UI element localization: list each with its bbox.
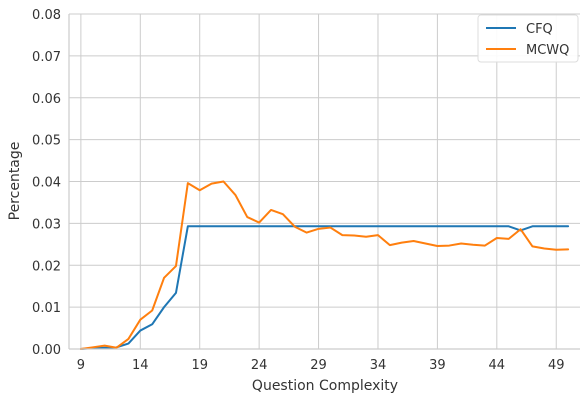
y-tick-label: 0.08: [32, 8, 61, 23]
legend-label-cfq: CFQ: [526, 22, 553, 37]
legend-label-mcwq: MCWQ: [526, 43, 569, 58]
x-tick-label: 9: [77, 358, 85, 373]
x-tick-label: 39: [429, 358, 446, 373]
series-line-mcwq: [79, 180, 570, 350]
y-tick-label: 0.07: [32, 50, 61, 65]
x-axis-title: Question Complexity: [252, 378, 398, 394]
x-tick-label: 29: [310, 358, 327, 373]
legend: CFQ MCWQ: [477, 14, 579, 63]
y-axis-title: Percentage: [7, 142, 23, 221]
y-tick-label: 0.02: [32, 259, 61, 274]
x-tick-label: 44: [489, 358, 506, 373]
series-lines: [79, 180, 570, 350]
axes: [68, 14, 580, 350]
y-tick-label: 0.00: [32, 343, 61, 358]
x-tick-label: 34: [370, 358, 387, 373]
x-tick-label: 49: [548, 358, 565, 373]
y-tick-label: 0.05: [32, 134, 61, 149]
x-tick-label: 19: [191, 358, 208, 373]
x-tick-label: 14: [132, 358, 149, 373]
tick-labels: 0.00 0.01 0.02 0.03 0.04 0.05 0.06 0.07 0.08 9 14 1…: [32, 8, 564, 373]
legend-box: [477, 14, 579, 63]
y-tick-label: 0.01: [32, 301, 61, 316]
x-tick-label: 24: [251, 358, 268, 373]
series-line-cfq: [79, 225, 570, 350]
grid-lines: [69, 13, 580, 350]
y-tick-label: 0.06: [32, 92, 61, 107]
y-tick-label: 0.03: [32, 217, 61, 232]
y-tick-label: 0.04: [32, 176, 61, 191]
